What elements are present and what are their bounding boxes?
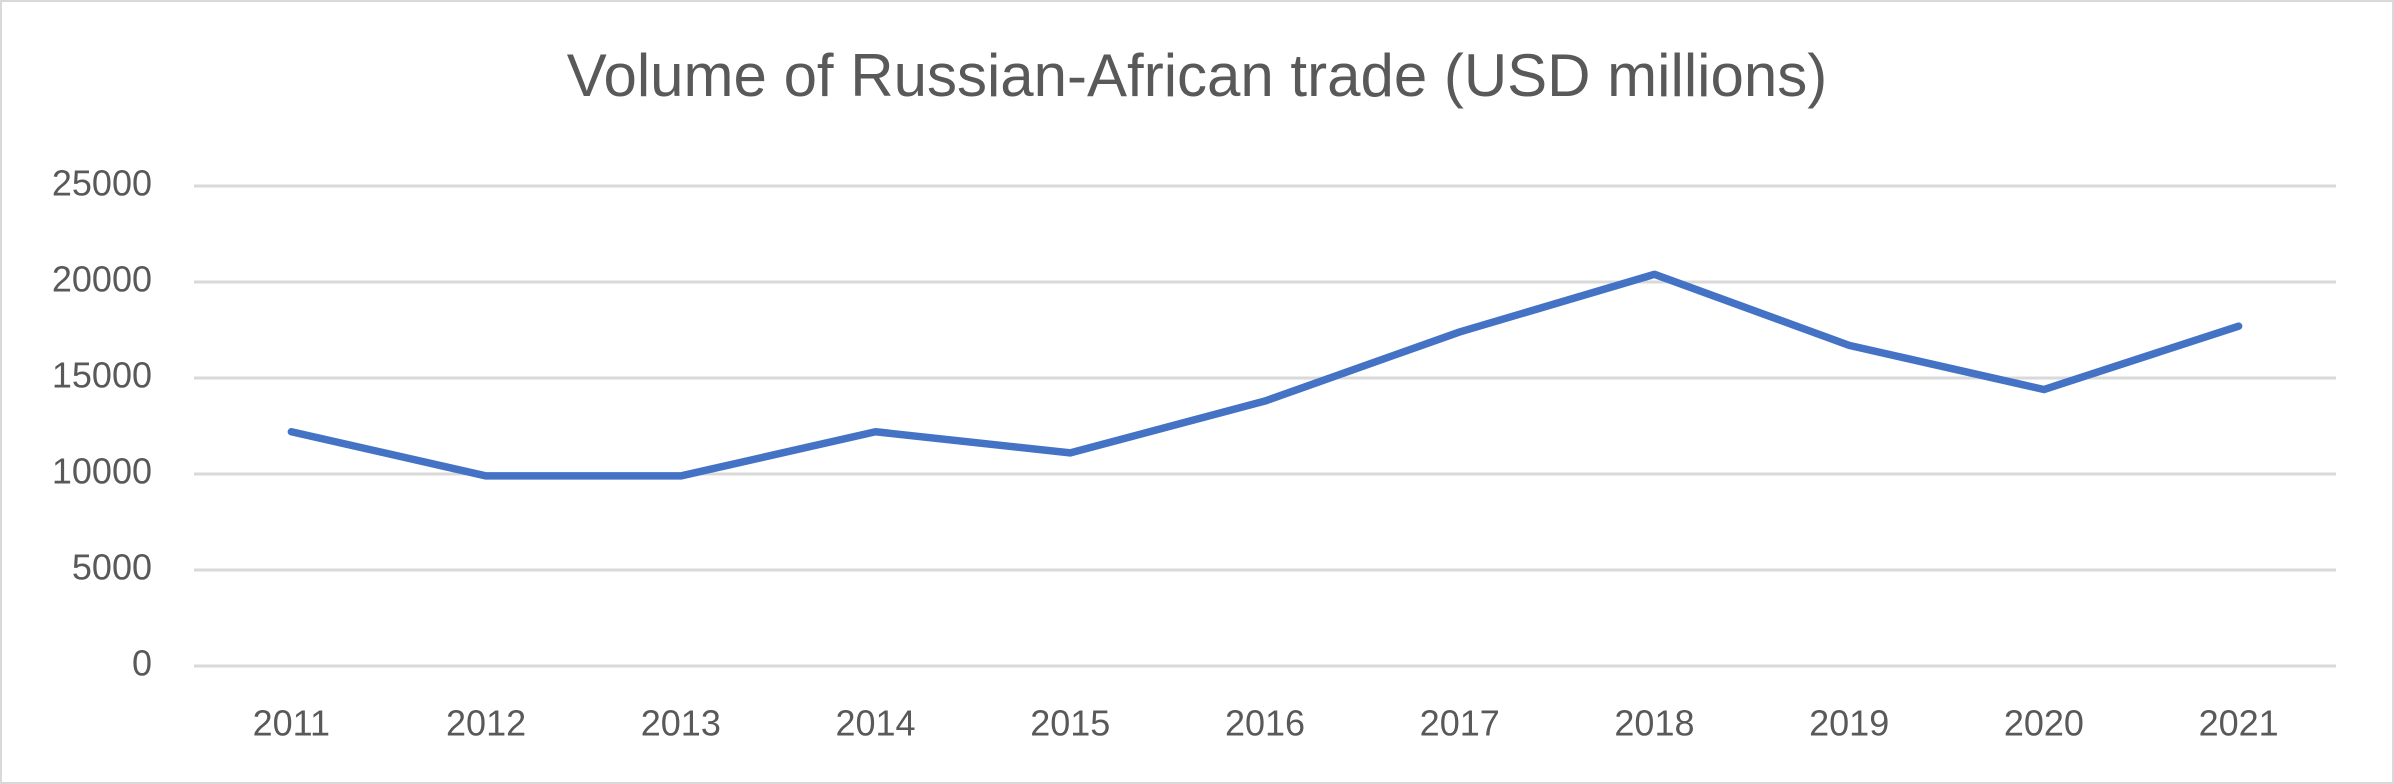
x-tick-label: 2018: [1614, 703, 1694, 744]
y-tick-label: 15000: [52, 355, 152, 396]
x-tick-label: 2021: [2199, 703, 2279, 744]
x-tick-label: 2016: [1225, 703, 1305, 744]
y-tick-label: 20000: [52, 259, 152, 300]
y-tick-label: 5000: [72, 547, 152, 588]
y-tick-label: 0: [132, 643, 152, 684]
x-tick-label: 2014: [835, 703, 915, 744]
y-tick-label: 25000: [52, 163, 152, 204]
x-tick-label: 2012: [446, 703, 526, 744]
x-tick-label: 2013: [641, 703, 721, 744]
x-tick-label: 2019: [1809, 703, 1889, 744]
data-line: [287, 270, 2243, 480]
x-tick-label: 2020: [2004, 703, 2084, 744]
chart-title: Volume of Russian-African trade (USD mil…: [567, 42, 1827, 109]
x-tick-label: 2011: [253, 703, 330, 744]
x-tick-label: 2017: [1420, 703, 1500, 744]
y-tick-label: 10000: [52, 451, 152, 492]
x-tick-label: 2015: [1030, 703, 1110, 744]
